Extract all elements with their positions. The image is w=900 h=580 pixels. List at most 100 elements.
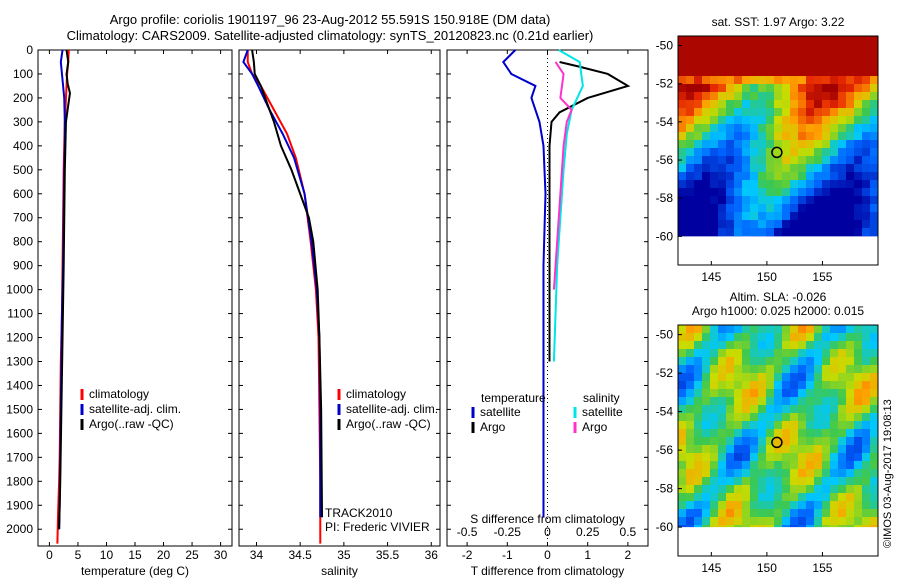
map-cell xyxy=(726,341,734,349)
map-cell xyxy=(702,92,710,100)
map-cell xyxy=(734,84,742,92)
map-cell xyxy=(726,44,734,52)
map-cell xyxy=(686,196,694,204)
map-cell xyxy=(822,397,830,405)
map-cell xyxy=(718,76,726,84)
map-cell xyxy=(790,501,798,509)
map-cell xyxy=(862,461,870,469)
map-cell xyxy=(750,373,758,381)
map-cell xyxy=(750,453,758,461)
map-cell xyxy=(702,140,710,148)
map-cell xyxy=(854,341,862,349)
map-cell xyxy=(862,341,870,349)
map-cell xyxy=(774,373,782,381)
map-cell xyxy=(702,196,710,204)
map-y-tick-label: -60 xyxy=(656,520,674,534)
map-cell xyxy=(702,453,710,461)
map-cell xyxy=(734,204,742,212)
map-cell xyxy=(830,100,838,108)
map-cell xyxy=(790,212,798,220)
map-cell xyxy=(710,333,718,341)
map-cell xyxy=(702,220,710,228)
map-cell xyxy=(702,501,710,509)
map-cell xyxy=(686,92,694,100)
map-cell xyxy=(766,76,774,84)
map-cell xyxy=(870,429,878,437)
map-cell xyxy=(742,469,750,477)
map-cell xyxy=(734,124,742,132)
map-cell xyxy=(830,461,838,469)
map-cell xyxy=(798,100,806,108)
map-cell xyxy=(838,381,846,389)
map-cell xyxy=(750,204,758,212)
map-y-tick-label: -58 xyxy=(656,482,674,496)
map-cell xyxy=(742,405,750,413)
map-cell xyxy=(718,132,726,140)
map-cell xyxy=(758,469,766,477)
map-cell xyxy=(686,373,694,381)
map-cell xyxy=(814,461,822,469)
map-cell xyxy=(814,180,822,188)
map-cell xyxy=(814,68,822,76)
map-cell xyxy=(678,429,686,437)
map-cell xyxy=(758,188,766,196)
map-cell xyxy=(686,76,694,84)
map-cell xyxy=(742,108,750,116)
map-cell xyxy=(678,52,686,60)
map-cell xyxy=(798,445,806,453)
map-cell xyxy=(750,92,758,100)
map-y-tick-label: -52 xyxy=(656,77,674,91)
map-cell xyxy=(854,156,862,164)
map-cell xyxy=(750,132,758,140)
map-cell xyxy=(846,180,854,188)
map-cell xyxy=(742,493,750,501)
map-cell xyxy=(710,341,718,349)
map-x-tick-label: 150 xyxy=(757,270,777,284)
map-cell xyxy=(838,413,846,421)
map-cell xyxy=(758,100,766,108)
map-cell xyxy=(774,124,782,132)
map-cell xyxy=(726,204,734,212)
map-cell xyxy=(726,461,734,469)
map-cell xyxy=(822,421,830,429)
map-cell xyxy=(758,116,766,124)
map-cell xyxy=(822,84,830,92)
map-cell xyxy=(710,156,718,164)
map-cell xyxy=(870,84,878,92)
map-cell xyxy=(742,68,750,76)
map-cell xyxy=(854,517,862,525)
map-cell xyxy=(750,485,758,493)
map-cell xyxy=(758,381,766,389)
map-cell xyxy=(798,164,806,172)
map-cell xyxy=(822,172,830,180)
map-cell xyxy=(830,525,838,528)
map-cell xyxy=(694,44,702,52)
map-cell xyxy=(734,437,742,445)
map-cell xyxy=(830,180,838,188)
map-cell xyxy=(774,140,782,148)
series-line-2 xyxy=(548,61,631,362)
map-cell xyxy=(814,52,822,60)
map-cell xyxy=(774,116,782,124)
map-cell xyxy=(710,92,718,100)
map-cell xyxy=(726,509,734,517)
map-cell xyxy=(806,164,814,172)
map-cell xyxy=(830,140,838,148)
map-cell xyxy=(782,92,790,100)
legend-label: Argo xyxy=(582,420,608,434)
series-line-1 xyxy=(246,50,322,544)
map-cell xyxy=(750,36,758,44)
map-cell xyxy=(822,60,830,68)
map-cell xyxy=(814,196,822,204)
map-cell xyxy=(686,485,694,493)
map-cell xyxy=(766,140,774,148)
map-cell xyxy=(774,501,782,509)
map-cell xyxy=(766,405,774,413)
map-cell xyxy=(838,365,846,373)
map-field-2 xyxy=(678,325,878,528)
map-cell xyxy=(686,341,694,349)
map-cell xyxy=(814,477,822,485)
map-cell xyxy=(798,76,806,84)
map-cell xyxy=(838,333,846,341)
map-cell xyxy=(862,333,870,341)
